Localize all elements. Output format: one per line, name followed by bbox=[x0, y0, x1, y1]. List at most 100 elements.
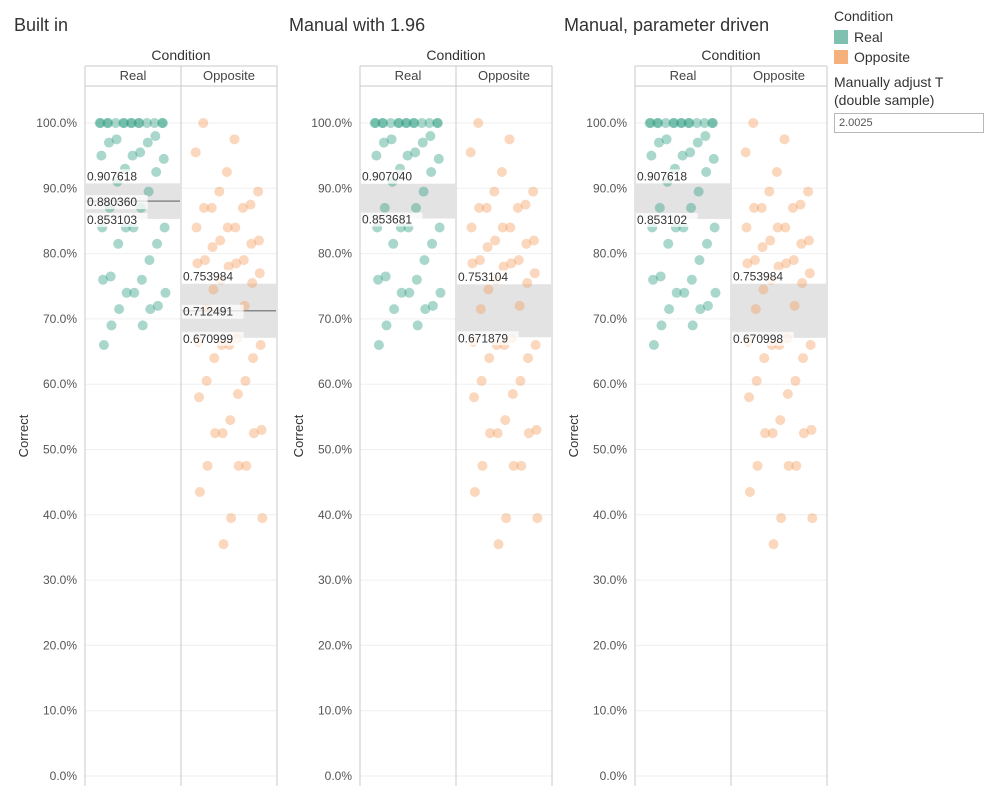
data-point bbox=[655, 271, 666, 282]
data-point bbox=[767, 428, 778, 439]
value-label-bg bbox=[636, 212, 698, 227]
chart-title: Manual with 1.96 bbox=[289, 15, 425, 35]
data-point bbox=[790, 375, 801, 386]
y-tick-label: 40.0% bbox=[593, 508, 627, 522]
legend-label-opposite: Opposite bbox=[854, 49, 911, 65]
data-point bbox=[656, 320, 667, 331]
data-point bbox=[675, 118, 686, 128]
data-point bbox=[474, 202, 485, 213]
data-point bbox=[484, 353, 495, 364]
data-point bbox=[708, 153, 719, 164]
data-point bbox=[125, 118, 136, 128]
data-point bbox=[412, 320, 423, 331]
data-point bbox=[528, 235, 539, 246]
data-point bbox=[646, 150, 657, 161]
data-point bbox=[110, 118, 121, 128]
data-point bbox=[476, 375, 487, 386]
data-point bbox=[758, 284, 769, 295]
data-point bbox=[198, 118, 209, 128]
data-point bbox=[159, 222, 170, 233]
data-point bbox=[677, 150, 688, 161]
data-point bbox=[473, 118, 484, 128]
data-point bbox=[648, 274, 659, 285]
data-point bbox=[210, 428, 221, 439]
data-point bbox=[152, 300, 163, 311]
data-point bbox=[772, 222, 783, 233]
data-point bbox=[240, 375, 251, 386]
data-point bbox=[426, 166, 437, 177]
y-tick-label: 80.0% bbox=[318, 247, 352, 261]
data-point bbox=[490, 235, 501, 246]
data-point bbox=[521, 238, 532, 249]
data-point bbox=[408, 118, 419, 128]
data-point bbox=[237, 202, 248, 213]
y-tick-label: 20.0% bbox=[593, 638, 627, 652]
data-point bbox=[699, 118, 710, 128]
data-point bbox=[507, 388, 518, 399]
data-point bbox=[199, 255, 210, 266]
data-point bbox=[528, 186, 539, 197]
y-tick-label: 100.0% bbox=[586, 116, 627, 130]
data-point bbox=[114, 304, 125, 315]
y-tick-label: 90.0% bbox=[318, 181, 352, 195]
chart-title: Built in bbox=[14, 15, 68, 35]
band-value-label: 0.853102 bbox=[637, 213, 687, 227]
y-tick-label: 20.0% bbox=[318, 638, 352, 652]
data-point bbox=[695, 304, 706, 315]
data-point bbox=[233, 460, 244, 471]
y-tick-label: 50.0% bbox=[593, 443, 627, 457]
y-tick-label: 0.0% bbox=[50, 769, 78, 783]
data-point bbox=[191, 222, 202, 233]
legend-item-opposite[interactable]: Opposite bbox=[834, 47, 994, 67]
data-point bbox=[506, 258, 517, 269]
data-point bbox=[150, 131, 161, 142]
data-point bbox=[96, 150, 107, 161]
data-point bbox=[402, 150, 413, 161]
data-point bbox=[105, 271, 116, 282]
data-point bbox=[98, 340, 109, 351]
data-point bbox=[253, 235, 264, 246]
data-point bbox=[222, 222, 233, 233]
column-header: Condition bbox=[151, 47, 210, 63]
data-point bbox=[369, 118, 380, 128]
data-point bbox=[474, 255, 485, 266]
data-point bbox=[400, 118, 411, 128]
parameter-t-input[interactable] bbox=[834, 113, 984, 133]
data-point bbox=[417, 137, 428, 148]
data-point bbox=[245, 199, 256, 210]
data-point bbox=[143, 186, 154, 197]
data-point bbox=[771, 166, 782, 177]
data-point bbox=[98, 274, 109, 285]
data-point bbox=[764, 186, 775, 197]
legend-swatch-opposite bbox=[834, 50, 848, 64]
data-point bbox=[692, 137, 703, 148]
legend-swatch-real bbox=[834, 30, 848, 44]
data-point bbox=[757, 242, 768, 253]
data-point bbox=[516, 460, 527, 471]
data-point bbox=[157, 118, 168, 128]
data-point bbox=[103, 137, 114, 148]
data-point bbox=[768, 539, 779, 550]
value-label-bg bbox=[182, 331, 244, 346]
data-point bbox=[648, 340, 659, 351]
y-tick-label: 70.0% bbox=[593, 312, 627, 326]
data-point bbox=[513, 255, 524, 266]
data-point bbox=[759, 353, 770, 364]
data-point bbox=[798, 353, 809, 364]
data-point bbox=[469, 486, 480, 497]
y-axis-label: Correct bbox=[566, 414, 581, 457]
column-header: Condition bbox=[701, 47, 760, 63]
data-point bbox=[668, 118, 679, 128]
data-point bbox=[686, 202, 697, 213]
legend-item-real[interactable]: Real bbox=[834, 27, 994, 47]
data-point bbox=[652, 118, 663, 128]
data-point bbox=[466, 222, 477, 233]
band-value-label: 0.671879 bbox=[458, 331, 508, 345]
data-point bbox=[253, 186, 264, 197]
data-point bbox=[141, 118, 152, 128]
data-point bbox=[221, 166, 232, 177]
data-point bbox=[663, 238, 674, 249]
data-point bbox=[194, 392, 205, 403]
data-point bbox=[508, 460, 519, 471]
data-point bbox=[653, 118, 664, 128]
